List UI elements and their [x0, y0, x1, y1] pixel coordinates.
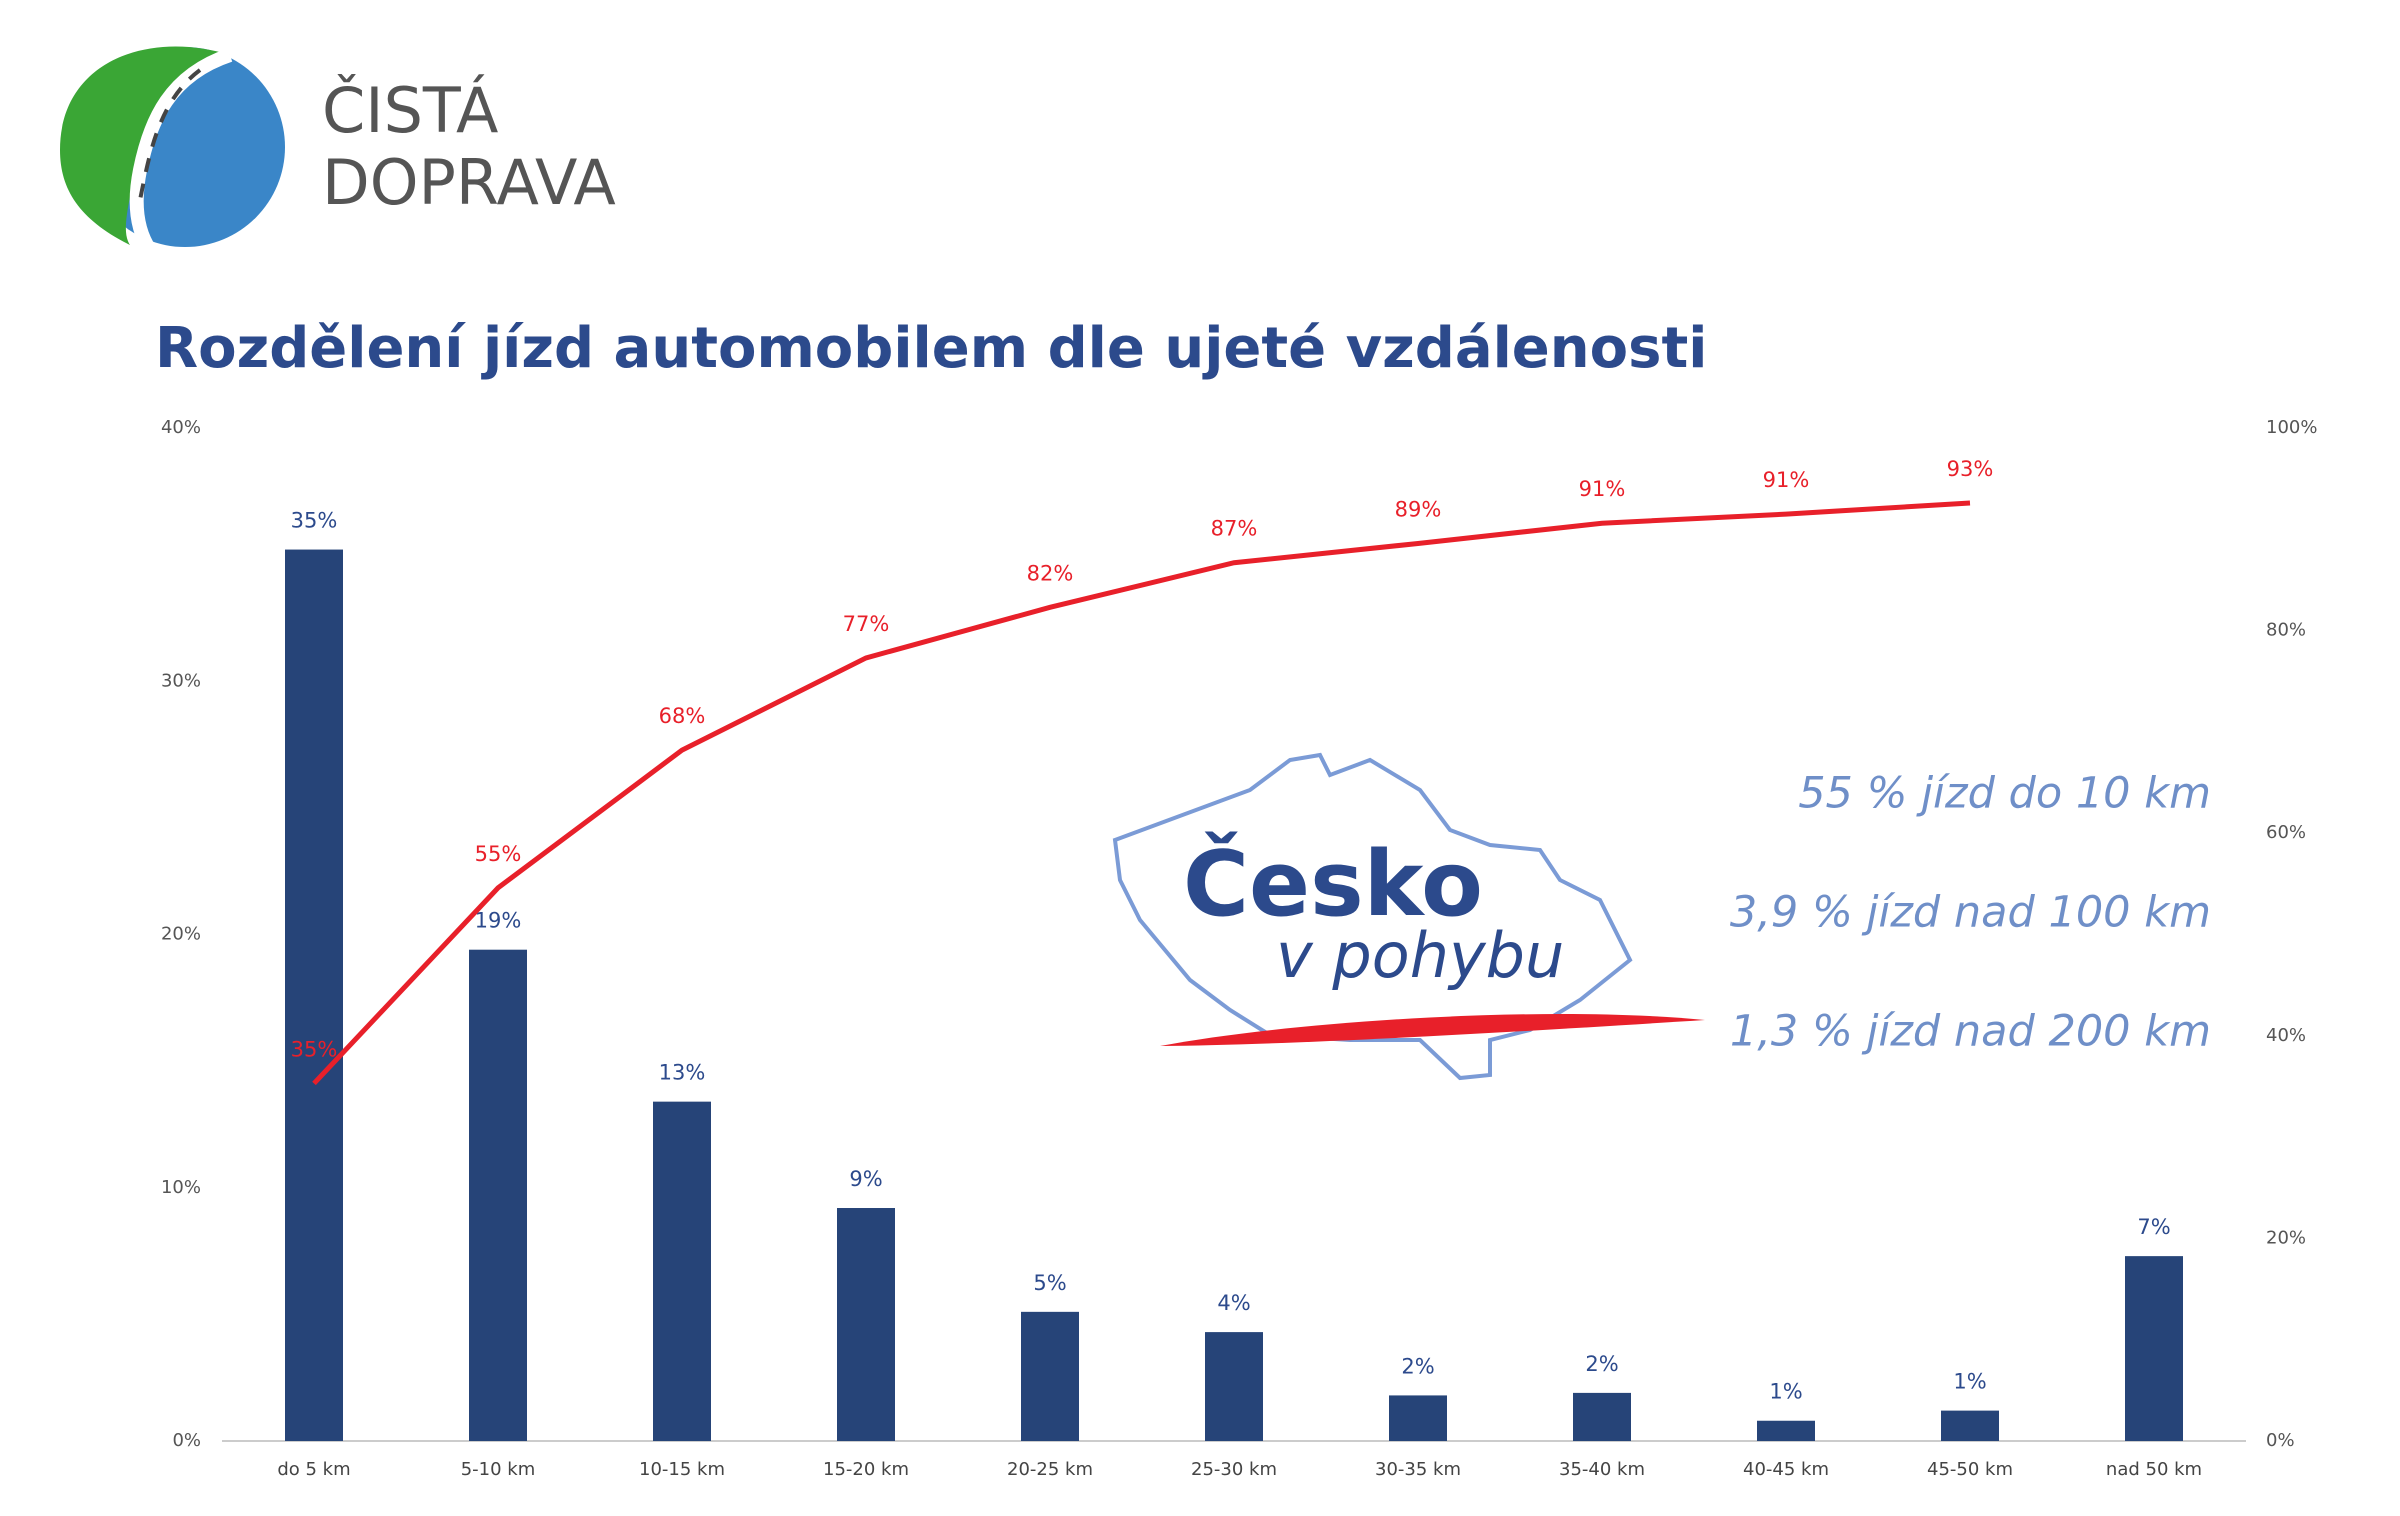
- bar-label: 5%: [1033, 1271, 1066, 1295]
- y2-tick-label: 0%: [2266, 1430, 2295, 1451]
- logo-text: DOPRAVA: [322, 146, 616, 219]
- x-tick-label: 5-10 km: [461, 1459, 536, 1480]
- x-tick-label: 45-50 km: [1927, 1459, 2013, 1480]
- x-tick-label: 20-25 km: [1007, 1459, 1093, 1480]
- y-tick-label: 30%: [161, 670, 201, 691]
- y2-tick-label: 100%: [2266, 417, 2317, 438]
- line-label: 93%: [1947, 457, 1994, 481]
- x-tick-label: 30-35 km: [1375, 1459, 1461, 1480]
- logo-text: ČISTÁ: [322, 73, 498, 147]
- line-label: 91%: [1763, 468, 1810, 492]
- bar-label: 1%: [1769, 1380, 1802, 1404]
- line-label: 87%: [1211, 517, 1258, 541]
- line-label: 55%: [475, 842, 522, 866]
- line-label: 89%: [1395, 497, 1442, 521]
- annotation: 3,9 % jízd nad 100 km: [1730, 888, 2211, 938]
- chart-title: Rozdělení jízd automobilem dle ujeté vzd…: [155, 316, 1707, 381]
- y-tick-label: 10%: [161, 1177, 201, 1198]
- x-tick-label: 25-30 km: [1191, 1459, 1277, 1480]
- bar-label: 1%: [1953, 1370, 1986, 1394]
- line-label: 35%: [291, 1037, 338, 1061]
- x-tick-label: nad 50 km: [2106, 1459, 2202, 1480]
- y2-tick-label: 60%: [2266, 822, 2306, 843]
- bar-label: 7%: [2137, 1215, 2170, 1239]
- x-tick-label: 10-15 km: [639, 1459, 725, 1480]
- annotation: 55 % jízd do 10 km: [1798, 769, 2211, 819]
- bar-label: 19%: [475, 909, 522, 933]
- y2-tick-label: 20%: [2266, 1227, 2306, 1248]
- bar: [1205, 1332, 1263, 1441]
- watermark-text: v pohybu: [1276, 919, 1564, 992]
- bar-label: 2%: [1585, 1352, 1618, 1376]
- watermark-text: Česko: [1183, 830, 1483, 937]
- bar: [285, 549, 343, 1441]
- bar: [1021, 1311, 1079, 1441]
- y2-tick-label: 80%: [2266, 620, 2306, 641]
- bar: [1389, 1395, 1447, 1441]
- bar: [1757, 1420, 1815, 1441]
- bar-label: 13%: [659, 1061, 706, 1085]
- line-label: 82%: [1027, 561, 1074, 585]
- x-tick-label: 40-45 km: [1743, 1459, 1829, 1480]
- bar-label: 9%: [849, 1167, 882, 1191]
- y-tick-label: 20%: [161, 924, 201, 945]
- annotation: 1,3 % jízd nad 200 km: [1730, 1007, 2211, 1057]
- bar: [2125, 1256, 2183, 1441]
- bar: [653, 1101, 711, 1441]
- x-tick-label: 15-20 km: [823, 1459, 909, 1480]
- line-label: 77%: [843, 612, 890, 636]
- bar-label: 35%: [291, 509, 338, 533]
- bar-label: 4%: [1217, 1291, 1250, 1315]
- bar: [1941, 1410, 1999, 1441]
- y-tick-label: 40%: [161, 417, 201, 438]
- y2-tick-label: 40%: [2266, 1025, 2306, 1046]
- logo-icon: [60, 46, 285, 254]
- y-tick-label: 0%: [172, 1430, 201, 1451]
- bar: [837, 1208, 895, 1441]
- line-label: 91%: [1579, 477, 1626, 501]
- x-tick-label: 35-40 km: [1559, 1459, 1645, 1480]
- bar: [469, 949, 527, 1441]
- line: [312, 500, 1971, 1086]
- bar-label: 2%: [1401, 1354, 1434, 1378]
- watermark: Česko v pohybu: [1112, 752, 1705, 1081]
- x-tick-label: do 5 km: [277, 1459, 350, 1480]
- bar: [1573, 1392, 1631, 1441]
- line-label: 68%: [659, 704, 706, 728]
